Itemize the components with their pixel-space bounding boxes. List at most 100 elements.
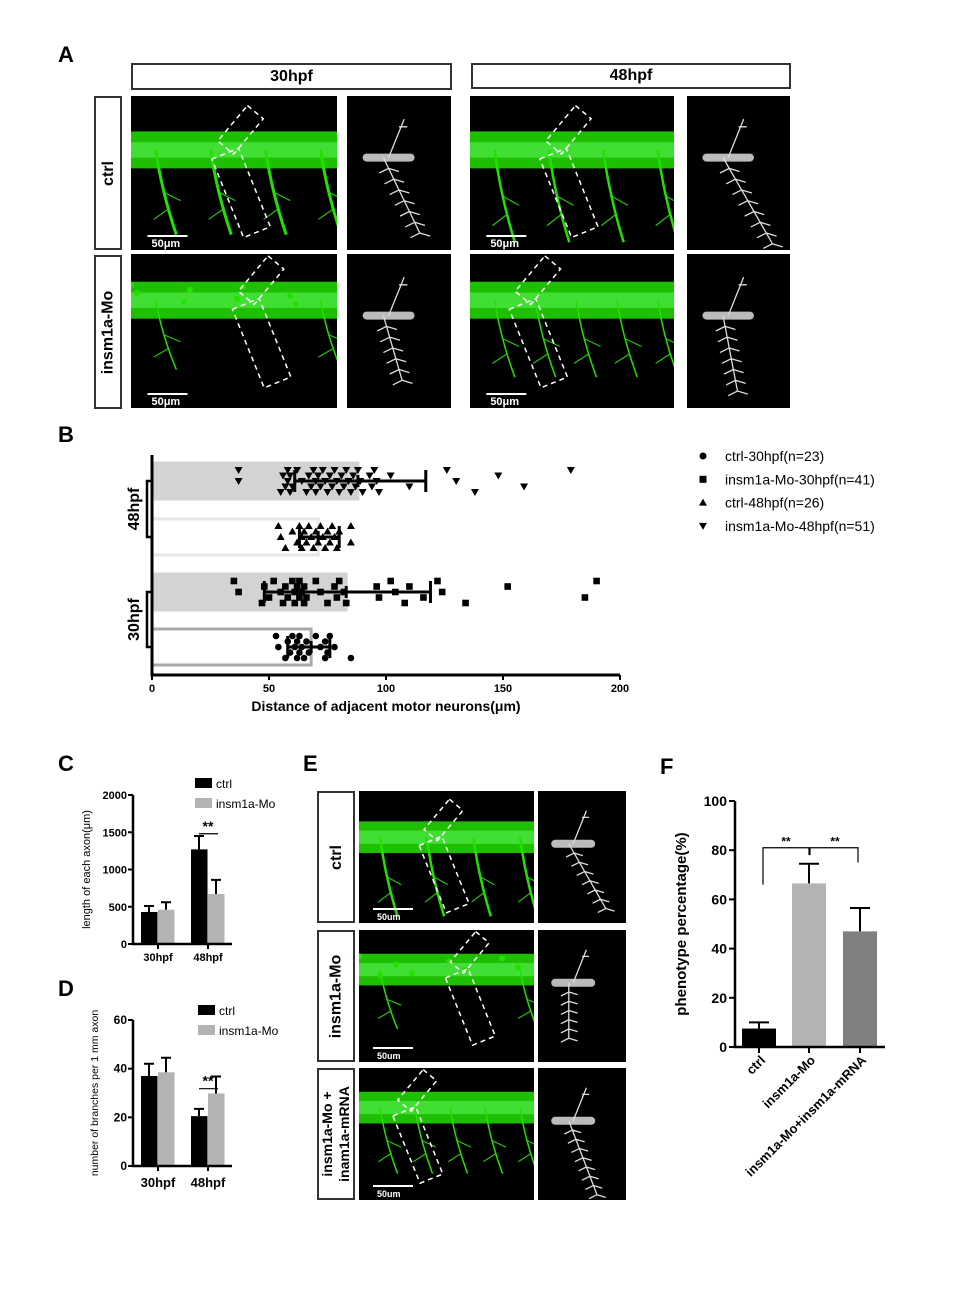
- bar: [208, 1093, 225, 1166]
- mean-bar: [150, 517, 320, 557]
- error-bar: [144, 1062, 154, 1076]
- data-point: [365, 472, 374, 480]
- axon-branch: [377, 998, 402, 1019]
- axon-branch: [655, 338, 674, 364]
- x-tick-label: 50: [263, 683, 275, 695]
- data-point: [279, 472, 288, 480]
- spinal-cord-core: [470, 292, 674, 308]
- data-point: [347, 654, 355, 662]
- data-point: [314, 472, 323, 480]
- axon-branch: [412, 1140, 437, 1163]
- microscopy-image: 50μm: [131, 254, 337, 408]
- microscopy-drawing: 50μm: [470, 254, 674, 408]
- panel-label-d: D: [58, 976, 74, 1001]
- axon-branch: [492, 338, 520, 364]
- legend-label: insm1a-Mo-48hpf(n=51): [725, 518, 875, 534]
- data-point: [295, 522, 304, 529]
- bar: [158, 1072, 175, 1166]
- cell-body: [393, 961, 399, 968]
- data-point: [323, 489, 332, 496]
- data-point: [300, 654, 308, 662]
- data-point: [296, 577, 303, 585]
- tracing-drawing: [702, 118, 783, 250]
- axon-branch: [471, 876, 495, 903]
- microscopy-drawing: 50μm: [131, 104, 337, 250]
- chart-b: 0 50 100 150 200 Distance of adjacent motor n…: [126, 448, 875, 714]
- neuron-tracing-image: [538, 1068, 626, 1200]
- cell-body: [287, 292, 293, 299]
- data-point: [276, 533, 285, 540]
- data-point: [581, 594, 589, 601]
- scale-bar-label: 50um: [377, 1189, 401, 1199]
- data-point: [293, 467, 302, 474]
- x-axis-label: Distance of adjacent motor neurons(μm): [251, 698, 520, 714]
- axon-branch: [424, 876, 448, 903]
- data-point: [282, 583, 289, 590]
- significance-label: **: [830, 834, 840, 848]
- data-point: [312, 577, 320, 585]
- data-point: [296, 649, 303, 656]
- panel-label-c: C: [58, 751, 74, 776]
- selection-box: [391, 1105, 444, 1185]
- data-point: [303, 638, 310, 645]
- x-tick-label: 200: [611, 683, 629, 695]
- axon-branch: [600, 195, 629, 227]
- cell-body: [515, 964, 521, 971]
- legend-label: insm1a-Mo-30hpf(n=41): [725, 471, 875, 487]
- significance-label: **: [781, 834, 791, 848]
- bar: [742, 1028, 776, 1047]
- tracing-drawing: [551, 1087, 606, 1200]
- data-point: [328, 522, 337, 529]
- panel-label-b: B: [58, 422, 74, 447]
- scale-bar-label: 50μm: [151, 396, 180, 408]
- spinal-cord-core: [131, 292, 337, 308]
- data-point: [367, 483, 376, 491]
- tracing-drawing: [362, 276, 415, 386]
- data-point: [328, 483, 337, 491]
- axon-branch: [492, 195, 520, 227]
- data-point: [291, 599, 299, 607]
- legend-label: ctrl-30hpf(n=23): [725, 448, 824, 464]
- data-point: [316, 522, 325, 529]
- motor-axon: [547, 149, 571, 243]
- data-point: [342, 467, 351, 474]
- data-point: [442, 467, 451, 474]
- data-point: [346, 489, 355, 496]
- scale-bar-label: 50μm: [151, 238, 180, 250]
- y-tick-label: 20: [114, 1110, 128, 1124]
- row-label-insm1a-mo: insm1a-Mo: [94, 255, 122, 409]
- data-point: [309, 467, 318, 474]
- microscopy-drawing: 50μm: [131, 254, 337, 408]
- data-point: [304, 472, 313, 480]
- error-bar: [286, 636, 332, 658]
- data-point: [270, 577, 277, 585]
- cell-body: [499, 955, 505, 962]
- x-tick-label: 30hpf: [141, 1175, 176, 1190]
- data-point: [281, 544, 290, 551]
- x-tick-label: 48hpf: [191, 1175, 226, 1190]
- data-point: [309, 544, 318, 551]
- axon-branch: [517, 1140, 534, 1163]
- y-tick-label: 80: [711, 842, 727, 858]
- neuron-tracing-image: [687, 254, 790, 408]
- significance-label: **: [203, 818, 214, 834]
- axon-branch: [377, 1140, 402, 1163]
- legend-marker: [699, 475, 707, 483]
- group-bracket: [145, 590, 152, 649]
- data-point: [316, 483, 325, 491]
- selection-box: [237, 254, 285, 306]
- spinal-cord-core: [359, 830, 534, 844]
- microscopy-drawing: 50um: [359, 1068, 534, 1199]
- cell-body: [181, 298, 187, 305]
- motor-axon: [472, 837, 493, 917]
- bar: [843, 931, 877, 1047]
- cell-body: [131, 281, 134, 288]
- error-bar: [211, 878, 221, 895]
- data-point: [358, 489, 367, 496]
- data-point: [274, 522, 283, 529]
- ventral-arbor: [560, 982, 578, 1043]
- motor-axon: [519, 969, 534, 1023]
- y-tick-label: 60: [711, 891, 727, 907]
- legend-swatch: [195, 798, 212, 808]
- spinal-cord-trace: [362, 311, 415, 320]
